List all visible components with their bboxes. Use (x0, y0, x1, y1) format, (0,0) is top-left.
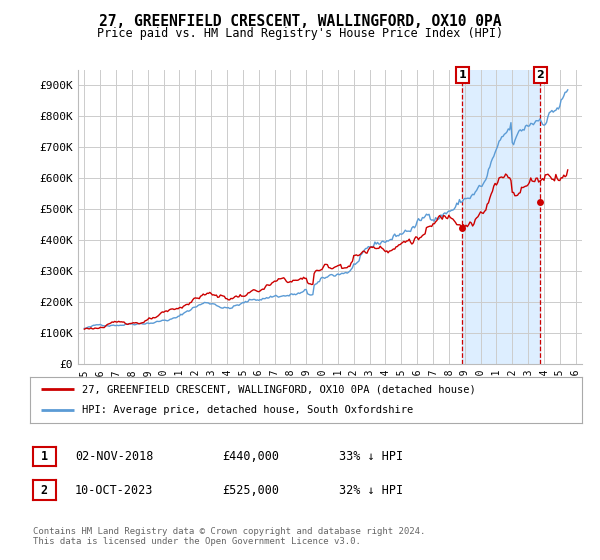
Text: 32% ↓ HPI: 32% ↓ HPI (339, 483, 403, 497)
Text: £525,000: £525,000 (222, 483, 279, 497)
Text: 27, GREENFIELD CRESCENT, WALLINGFORD, OX10 0PA: 27, GREENFIELD CRESCENT, WALLINGFORD, OX… (99, 14, 501, 29)
Text: 33% ↓ HPI: 33% ↓ HPI (339, 450, 403, 463)
Text: 2: 2 (536, 70, 544, 80)
Text: Price paid vs. HM Land Registry's House Price Index (HPI): Price paid vs. HM Land Registry's House … (97, 27, 503, 40)
Text: 1: 1 (41, 450, 48, 463)
Text: Contains HM Land Registry data © Crown copyright and database right 2024.
This d: Contains HM Land Registry data © Crown c… (33, 526, 425, 546)
Text: 27, GREENFIELD CRESCENT, WALLINGFORD, OX10 0PA (detached house): 27, GREENFIELD CRESCENT, WALLINGFORD, OX… (82, 384, 476, 394)
Text: 02-NOV-2018: 02-NOV-2018 (75, 450, 154, 463)
Text: £440,000: £440,000 (222, 450, 279, 463)
Text: 2: 2 (41, 483, 48, 497)
Text: 10-OCT-2023: 10-OCT-2023 (75, 483, 154, 497)
Text: HPI: Average price, detached house, South Oxfordshire: HPI: Average price, detached house, Sout… (82, 405, 413, 416)
Bar (462, 70, 541, 364)
Text: 1: 1 (458, 70, 466, 80)
